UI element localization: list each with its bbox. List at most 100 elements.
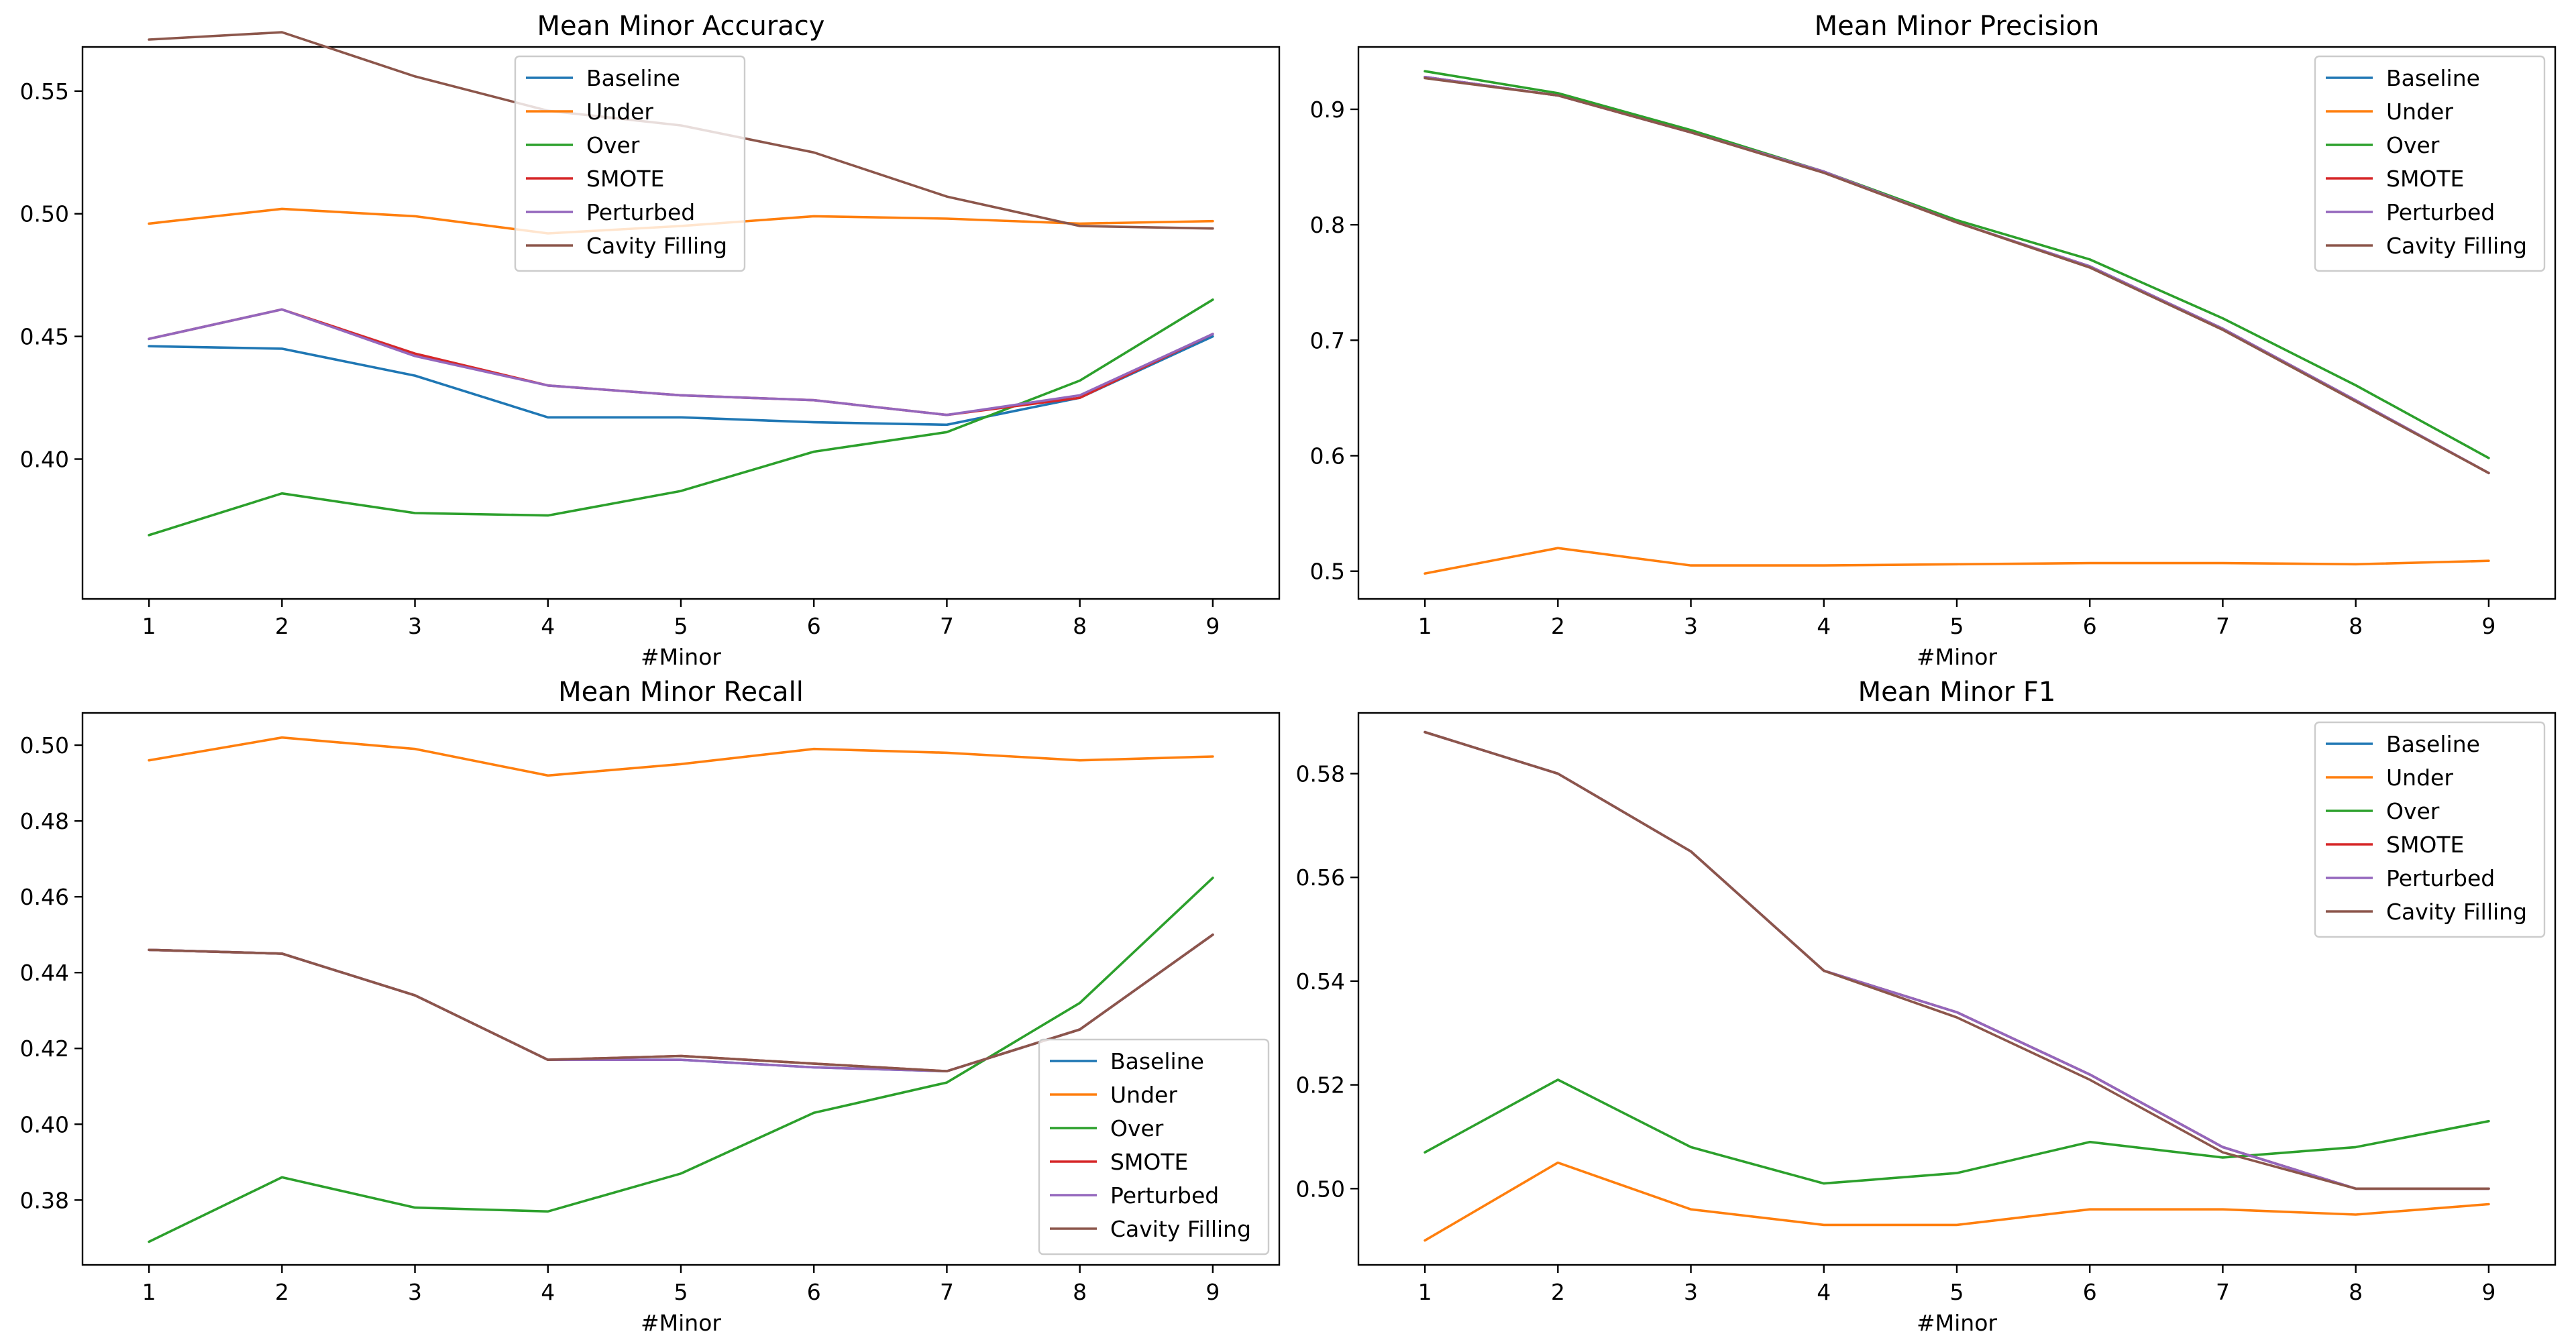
panel-mean-minor-accuracy: Mean Minor Accuracy 1 2 3 4 5 6 7 8 9 #Minor 0.40 0.… xyxy=(20,11,1281,670)
legend-label-smote: SMOTE xyxy=(2386,832,2464,858)
y-tick-label: 0.40 xyxy=(20,447,69,473)
x-tick-label: 2 xyxy=(275,613,289,639)
legend-label-smote: SMOTE xyxy=(1110,1149,1188,1175)
series-line-over xyxy=(1424,70,2490,459)
y-tick-label: 0.55 xyxy=(20,78,69,105)
legend-label-baseline: Baseline xyxy=(2386,65,2480,91)
legend: Baseline Under Over SMOTE Perturbed Cavity Fi… xyxy=(1038,1038,1270,1255)
x-tick-label: 8 xyxy=(1073,613,1087,639)
chart-title: Mean Minor Recall xyxy=(558,677,804,708)
x-tick-label: 6 xyxy=(2083,1279,2097,1305)
legend-label-over: Over xyxy=(2386,132,2440,158)
y-tick-label: 0.48 xyxy=(20,808,69,834)
y-tick-label: 0.54 xyxy=(1296,968,1345,995)
legend: Baseline Under Over SMOTE Perturbed Cavity Fi… xyxy=(2314,721,2546,938)
panel-mean-minor-f1: Mean Minor F1 1 2 3 4 5 6 7 8 9 #Minor 0.50 0.52 0.54… xyxy=(1296,677,2557,1336)
x-tick-label: 9 xyxy=(1205,1279,1220,1305)
y-tick-label: 0.50 xyxy=(20,201,69,227)
series-line-cavity-filling xyxy=(1424,76,2490,475)
legend-label-under: Under xyxy=(2386,99,2453,125)
x-tick-label: 8 xyxy=(1073,1279,1087,1305)
series-line-over xyxy=(148,877,1214,1243)
x-tick-label: 4 xyxy=(541,613,555,639)
legend-box xyxy=(1038,1038,1270,1255)
x-tick-label: 5 xyxy=(674,613,688,639)
y-tick-label: 0.45 xyxy=(20,324,69,350)
chart-title: Mean Minor Accuracy xyxy=(537,11,825,42)
y-tick-label: 0.56 xyxy=(1296,864,1345,891)
series-line-perturbed xyxy=(148,308,1214,416)
legend-label-smote: SMOTE xyxy=(2386,166,2464,192)
x-tick-label: 7 xyxy=(2216,613,2230,639)
chart-title: Mean Minor Precision xyxy=(1815,11,2100,42)
x-tick-label: 2 xyxy=(1551,1279,1565,1305)
y-tick-label: 0.9 xyxy=(1310,97,1345,123)
legend-label-perturbed: Perturbed xyxy=(2386,865,2495,891)
legend-label-perturbed: Perturbed xyxy=(1110,1182,1219,1209)
legend-label-baseline: Baseline xyxy=(2386,731,2480,757)
series-line-over xyxy=(148,298,1214,537)
series-line-cavity-filling xyxy=(1424,730,2490,1190)
series-line-under xyxy=(148,736,1214,777)
x-tick-label: 3 xyxy=(408,1279,422,1305)
x-tick-label: 1 xyxy=(1418,1279,1432,1305)
panel-mean-minor-precision: Mean Minor Precision 1 2 3 4 5 6 7 8 9 #Minor 0.5 0.… xyxy=(1310,11,2557,670)
legend-label-over: Over xyxy=(2386,798,2440,824)
y-tick-label: 0.38 xyxy=(20,1187,69,1213)
y-tick-label: 0.58 xyxy=(1296,761,1345,787)
y-tick-label: 0.8 xyxy=(1310,212,1345,238)
legend-label-perturbed: Perturbed xyxy=(2386,199,2495,225)
legend-box xyxy=(514,55,746,272)
y-tick-label: 0.52 xyxy=(1296,1072,1345,1099)
legend-box xyxy=(2314,721,2546,938)
x-tick-label: 9 xyxy=(1205,613,1220,639)
legend-label-under: Under xyxy=(586,99,653,125)
y-tick-label: 0.6 xyxy=(1310,443,1345,469)
x-tick-label: 1 xyxy=(142,613,156,639)
x-tick-label: 6 xyxy=(807,1279,821,1305)
y-tick-label: 0.50 xyxy=(1296,1176,1345,1202)
legend-label-perturbed: Perturbed xyxy=(586,199,695,225)
series-line-over xyxy=(1424,1078,2490,1185)
x-tick-label: 6 xyxy=(2083,613,2097,639)
y-tick-label: 0.46 xyxy=(20,884,69,910)
x-tick-label: 2 xyxy=(1551,613,1565,639)
y-tick-label: 0.50 xyxy=(20,732,69,759)
legend-box xyxy=(2314,55,2546,272)
x-tick-label: 7 xyxy=(940,613,954,639)
legend-label-cavity-filling: Cavity Filling xyxy=(1110,1216,1251,1242)
x-tick-label: 4 xyxy=(541,1279,555,1305)
x-tick-label: 4 xyxy=(1817,613,1831,639)
legend-label-cavity-filling: Cavity Filling xyxy=(2386,233,2527,259)
series-line-baseline xyxy=(148,335,1214,427)
x-tick-label: 3 xyxy=(1684,1279,1698,1305)
legend-label-over: Over xyxy=(1110,1115,1164,1141)
series-line-under xyxy=(1424,1161,2490,1242)
legend-label-under: Under xyxy=(1110,1082,1177,1108)
legend-label-cavity-filling: Cavity Filling xyxy=(586,233,727,259)
x-axis-label: #Minor xyxy=(1917,644,1997,670)
panel-mean-minor-recall: Mean Minor Recall 1 2 3 4 5 6 7 8 9 #Minor 0.38 0.40… xyxy=(20,677,1281,1336)
x-tick-label: 5 xyxy=(674,1279,688,1305)
x-tick-label: 3 xyxy=(1684,613,1698,639)
series-line-cavity-filling xyxy=(148,933,1214,1072)
x-tick-label: 1 xyxy=(142,1279,156,1305)
y-tick-label: 0.5 xyxy=(1310,559,1345,585)
legend-label-baseline: Baseline xyxy=(586,65,680,91)
x-tick-label: 5 xyxy=(1950,613,1964,639)
x-tick-label: 1 xyxy=(1418,613,1432,639)
series-line-under xyxy=(1424,547,2490,575)
legend-label-over: Over xyxy=(586,132,640,158)
x-tick-label: 4 xyxy=(1817,1279,1831,1305)
x-tick-label: 8 xyxy=(2349,1279,2363,1305)
x-axis-label: #Minor xyxy=(641,1310,721,1336)
x-tick-label: 9 xyxy=(2481,1279,2496,1305)
legend-label-under: Under xyxy=(2386,765,2453,791)
x-axis-label: #Minor xyxy=(1917,1310,1997,1336)
x-tick-label: 8 xyxy=(2349,613,2363,639)
x-tick-label: 7 xyxy=(2216,1279,2230,1305)
x-tick-label: 6 xyxy=(807,613,821,639)
y-tick-label: 0.44 xyxy=(20,960,69,986)
x-tick-label: 7 xyxy=(940,1279,954,1305)
